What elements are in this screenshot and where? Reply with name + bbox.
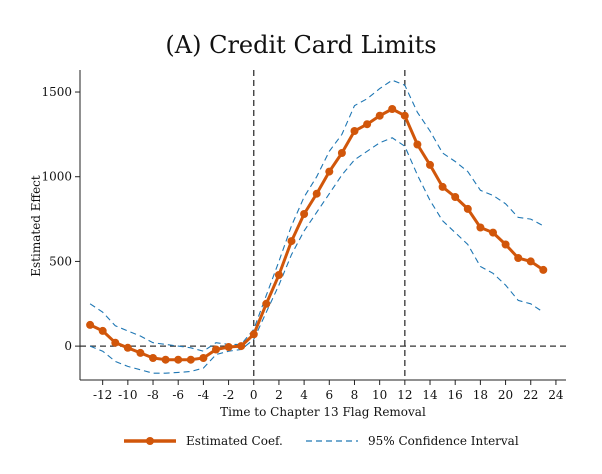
coef-point xyxy=(438,182,447,191)
coef-point xyxy=(98,326,107,335)
coef-point xyxy=(262,299,271,308)
coef-point xyxy=(400,111,409,120)
ci-lower-line xyxy=(89,137,544,374)
x-tick-label: 18 xyxy=(473,388,488,402)
coef-point xyxy=(136,348,145,357)
coef-point xyxy=(413,140,422,149)
x-tick-label: -6 xyxy=(172,388,184,402)
x-tick-label: -12 xyxy=(93,388,112,402)
coef-line xyxy=(89,107,545,362)
legend-marker-coef xyxy=(146,437,154,445)
coef-point xyxy=(186,355,195,364)
x-tick-label: 22 xyxy=(523,388,538,402)
coef-point xyxy=(111,338,120,347)
coef-point xyxy=(350,127,359,135)
x-tick-label: 12 xyxy=(397,388,412,402)
coef-point xyxy=(312,189,321,198)
coef-point xyxy=(526,257,535,266)
coef-point xyxy=(539,265,548,274)
coef-point xyxy=(149,354,157,362)
y-tick-label: 500 xyxy=(49,254,72,268)
coef-point xyxy=(237,342,246,351)
x-tick-label: -2 xyxy=(223,388,235,402)
reference-lines xyxy=(80,70,566,380)
x-tick-label: -8 xyxy=(147,388,159,402)
x-tick-label: 16 xyxy=(448,388,463,402)
x-tick-label: 0 xyxy=(250,388,258,402)
coef-point xyxy=(375,111,384,120)
series-layer xyxy=(86,79,548,374)
y-ticks: 0 500 1000 1500 xyxy=(41,85,80,353)
chart-title: (A) Credit Card Limits xyxy=(165,31,436,59)
x-tick-label: 14 xyxy=(422,388,438,402)
y-tick-label: 1500 xyxy=(41,85,72,99)
coef-point xyxy=(514,254,523,262)
coef-point xyxy=(388,105,397,113)
coef-point xyxy=(426,160,434,169)
coef-point xyxy=(274,271,283,279)
x-tick-label: 4 xyxy=(300,388,308,402)
ci-upper-line xyxy=(89,79,544,352)
coef-point xyxy=(86,320,95,329)
x-tick-label: 20 xyxy=(498,388,513,402)
legend-label-coef: Estimated Coef. xyxy=(186,434,283,448)
x-tick-label: 24 xyxy=(548,388,564,402)
coef-point xyxy=(325,167,334,176)
y-tick-label: 1000 xyxy=(41,170,72,184)
y-axis-label: Estimated Effect xyxy=(29,175,43,277)
coef-point xyxy=(363,120,372,129)
coef-point xyxy=(161,355,170,364)
coef-point xyxy=(224,343,233,351)
x-tick-label: 2 xyxy=(275,388,283,402)
x-tick-label: -10 xyxy=(118,388,137,402)
x-ticks: -12 -10 -8 -6 -4 -2 0 2 4 6 8 10 12 14 16 18 20 22 24 xyxy=(93,380,564,402)
legend: Estimated Coef. 95% Confidence Interval xyxy=(124,434,519,448)
x-tick-label: 10 xyxy=(372,388,387,402)
x-tick-label: 8 xyxy=(351,388,359,402)
legend-label-ci: 95% Confidence Interval xyxy=(368,434,519,448)
coef-point xyxy=(463,204,472,213)
coef-point xyxy=(212,345,220,354)
x-tick-label: 6 xyxy=(325,388,333,402)
coef-point xyxy=(501,240,510,249)
coef-point xyxy=(451,193,460,201)
coef-point xyxy=(123,343,132,352)
y-tick-label: 0 xyxy=(64,339,72,353)
coef-point xyxy=(489,228,497,237)
x-axis-label: Time to Chapter 13 Flag Removal xyxy=(220,405,426,419)
coef-point xyxy=(287,237,296,246)
coef-point xyxy=(199,354,208,362)
coef-point xyxy=(174,355,183,364)
x-tick-label: -4 xyxy=(198,388,210,402)
coef-point xyxy=(300,210,309,218)
coef-point xyxy=(337,149,346,157)
coef-point xyxy=(249,330,258,339)
coef-point xyxy=(476,223,485,232)
